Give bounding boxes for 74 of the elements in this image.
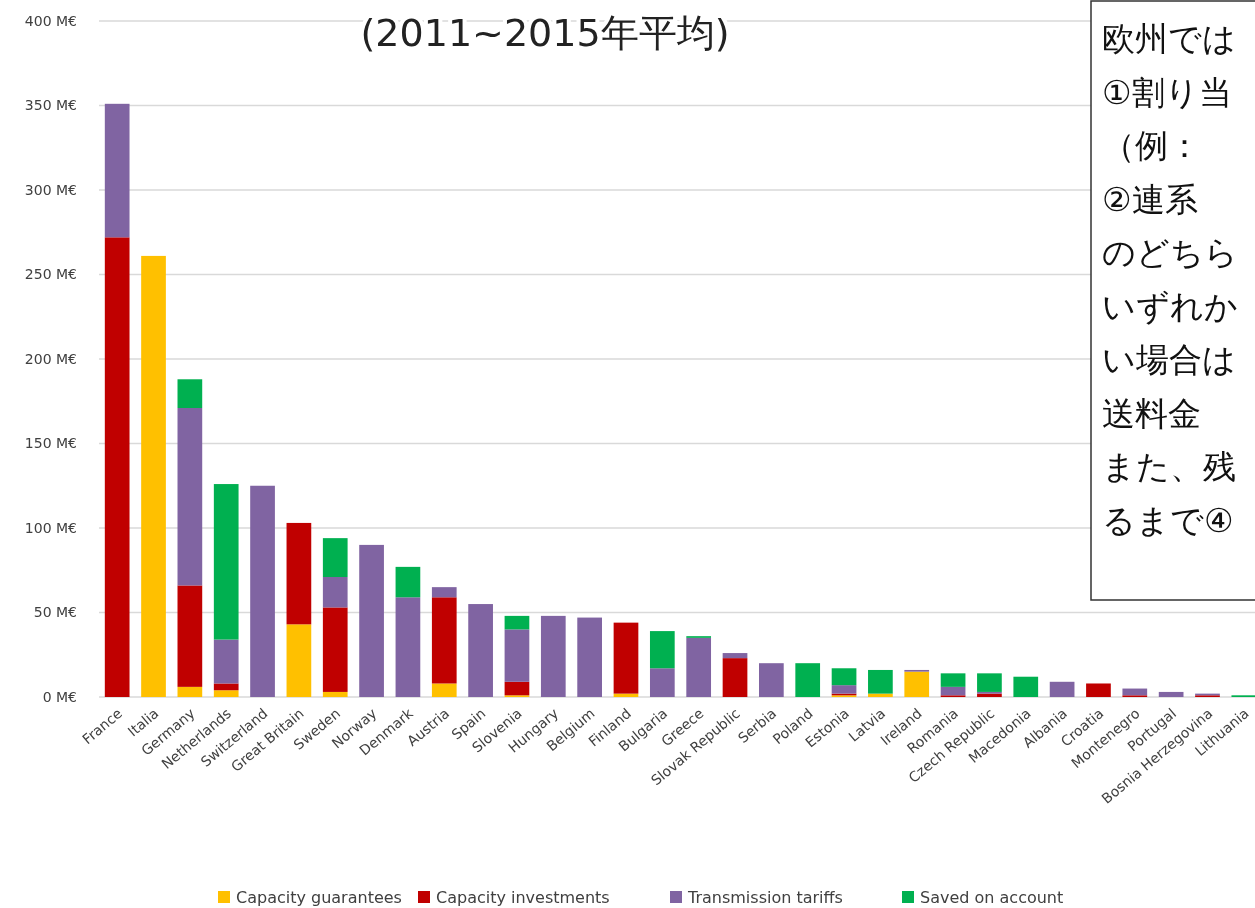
bar	[431, 683, 457, 697]
bar	[649, 668, 675, 697]
bar	[904, 671, 930, 697]
bar	[977, 673, 1002, 692]
y-tick-label: 100 M€	[24, 519, 77, 536]
bar	[577, 617, 602, 697]
bar	[759, 663, 784, 697]
bar	[1086, 683, 1111, 697]
annotation: のどちら	[1102, 233, 1238, 272]
bar	[504, 681, 530, 696]
bar	[322, 691, 348, 697]
annotation: ①割り当	[1102, 72, 1232, 112]
annotation: ②連系	[1102, 179, 1198, 219]
bar	[613, 622, 639, 694]
bar	[431, 597, 457, 684]
y-tick-label: 150 M€	[24, 435, 77, 452]
annotation: い場合は	[1102, 340, 1236, 379]
bar	[213, 683, 239, 691]
y-tick-label: 0 M€	[42, 688, 77, 705]
bar	[868, 669, 893, 694]
legend-label: Capacity investments	[436, 887, 610, 907]
bar	[177, 686, 203, 697]
bar	[322, 607, 348, 692]
bar	[213, 690, 239, 697]
bar	[141, 255, 166, 697]
legend-label: Saved on account	[920, 887, 1064, 907]
annotation: また、残	[1102, 447, 1236, 486]
y-tick-label: 400 M€	[24, 12, 77, 29]
annotation: 欧州では	[1102, 19, 1236, 58]
bar	[286, 522, 312, 625]
bar	[395, 566, 421, 598]
bar	[213, 639, 239, 684]
bar	[104, 103, 130, 238]
annotation: 送料金	[1102, 393, 1201, 433]
bar	[504, 629, 530, 682]
bar	[831, 668, 857, 686]
bar	[322, 577, 348, 608]
bar	[213, 484, 239, 640]
bar	[722, 653, 748, 659]
bar	[359, 544, 384, 697]
y-tick-label: 250 M€	[24, 266, 77, 283]
legend-label: Capacity guarantees	[236, 887, 402, 907]
bar	[940, 673, 966, 687]
bar	[940, 686, 966, 696]
legend-label: Transmission tariffs	[687, 887, 843, 907]
bar	[795, 663, 821, 697]
annotation: るまで④	[1102, 500, 1234, 540]
bar	[1122, 688, 1148, 696]
bar	[1013, 676, 1039, 697]
bar	[177, 585, 203, 687]
bar	[504, 615, 530, 630]
bar	[686, 637, 712, 697]
bar	[177, 408, 203, 586]
y-tick-label: 200 M€	[24, 350, 77, 367]
bar	[540, 615, 566, 697]
bar	[649, 631, 675, 669]
bar	[1158, 691, 1184, 697]
bar	[250, 485, 275, 697]
bar	[104, 237, 130, 697]
y-tick-label: 50 M€	[33, 604, 77, 621]
bar	[1049, 681, 1075, 697]
bar	[468, 604, 493, 697]
bar	[322, 538, 348, 578]
bar	[831, 685, 857, 694]
annotation: （例：	[1102, 126, 1201, 165]
y-tick-label: 300 M€	[24, 181, 77, 198]
bar	[286, 624, 312, 697]
y-tick-label: 350 M€	[24, 97, 77, 114]
bar	[395, 597, 421, 697]
annotation: いずれか	[1102, 286, 1238, 326]
bar	[722, 658, 748, 697]
chart-title: (2011~2015年平均)	[360, 11, 730, 55]
bar	[177, 379, 203, 409]
bar	[431, 587, 457, 598]
